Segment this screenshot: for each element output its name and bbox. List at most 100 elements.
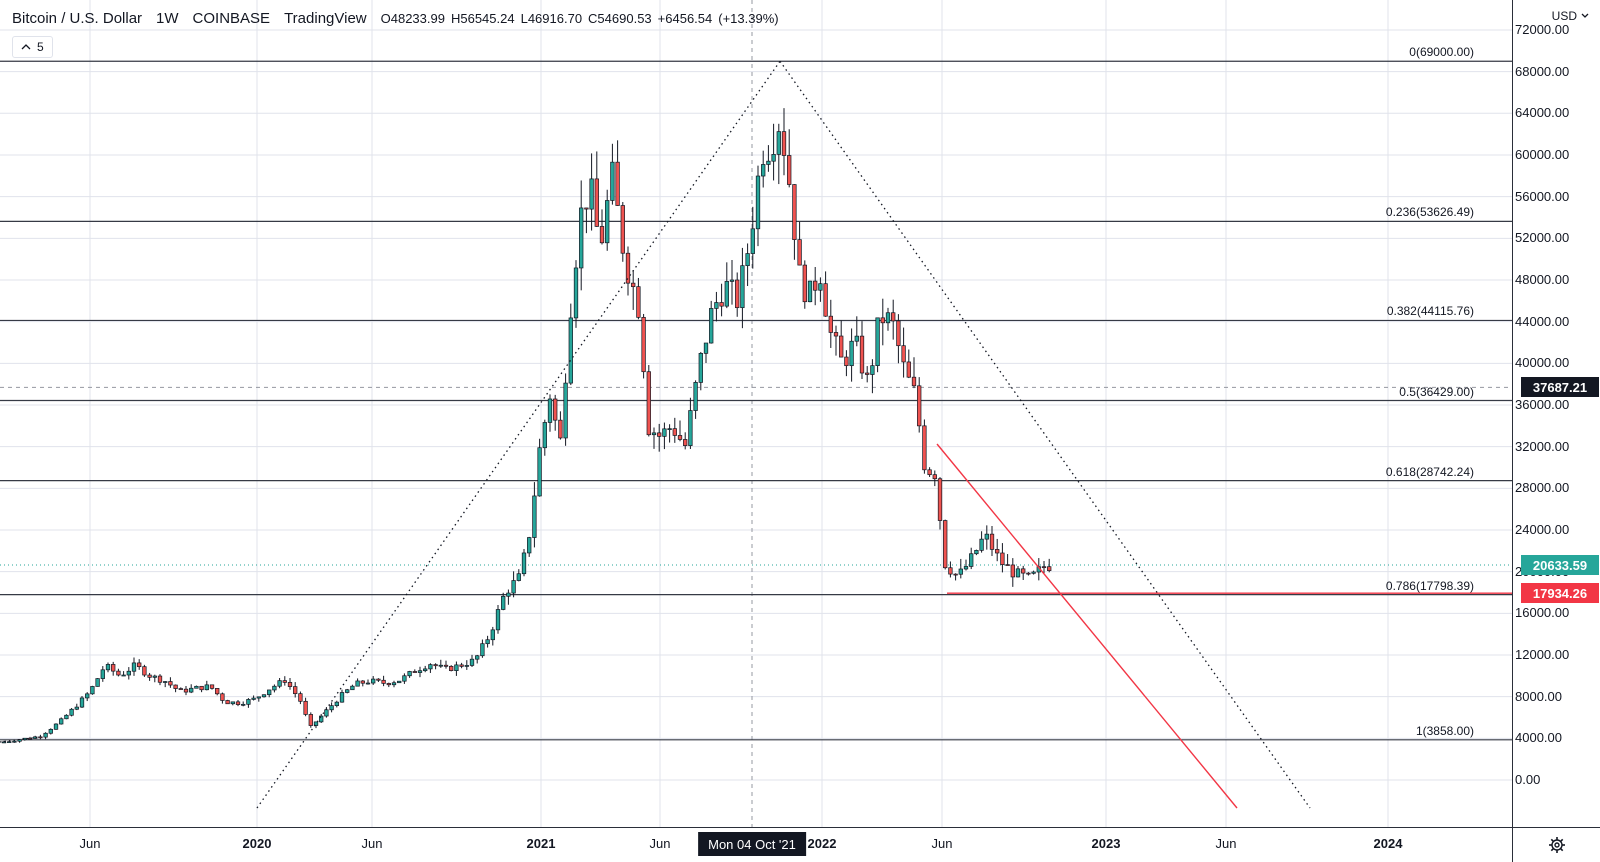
candle-body: [911, 376, 917, 387]
candle-body: [131, 662, 137, 672]
candle-body: [989, 533, 995, 550]
candle-body: [95, 678, 100, 687]
candle-body: [485, 639, 490, 645]
candle-body: [293, 686, 298, 695]
candle-body: [339, 692, 345, 703]
candle-body: [267, 689, 272, 696]
candle-body: [693, 382, 698, 411]
candle-body: [7, 741, 12, 744]
time-axis-label: Jun: [649, 836, 671, 851]
candle-body: [381, 679, 386, 684]
candle-body: [100, 669, 105, 679]
candle-body: [875, 317, 880, 366]
candle-body: [59, 718, 64, 725]
candle-body: [969, 553, 974, 567]
candle-body: [246, 699, 251, 705]
chart-settings-button[interactable]: [1512, 827, 1600, 862]
candle-body: [308, 714, 313, 726]
last-price-tag: 20633.59: [1521, 555, 1599, 576]
price-axis-label: 8000.00: [1515, 688, 1562, 704]
candle-body: [272, 685, 277, 691]
indicators-toggle[interactable]: 5: [12, 36, 53, 58]
price-axis-label: 68000.00: [1515, 63, 1570, 79]
candle-body: [157, 675, 163, 683]
price-axis-label: 44000.00: [1515, 313, 1570, 329]
time-scale[interactable]: Jun 2020 Jun 2021 Jun 2022 Jun 2023 Jun 2024 Mon …: [0, 827, 1512, 862]
candle-body: [922, 425, 927, 471]
candle-body: [220, 693, 225, 701]
time-axis-label: Jun: [931, 836, 953, 851]
price-axis-label: 0.00: [1515, 772, 1541, 787]
candle-body: [371, 678, 376, 684]
candle-body: [729, 279, 735, 282]
price-scale[interactable]: USD 72000.00 68000.00 64000.00 60000.00 5600…: [1512, 0, 1600, 827]
candle-body: [558, 419, 563, 439]
candle-body: [12, 740, 17, 743]
candle-body: [137, 662, 142, 668]
candle-body: [839, 335, 844, 358]
candle-body: [1031, 571, 1036, 574]
candle-body: [937, 478, 943, 521]
candle-body: [189, 687, 194, 693]
candle-body: [818, 283, 823, 291]
candle-body: [880, 317, 885, 324]
currency-selector[interactable]: USD: [1552, 9, 1589, 23]
candle-body: [927, 469, 932, 476]
candle-body: [501, 595, 506, 610]
candle-body: [121, 674, 126, 677]
candle-body: [573, 267, 579, 319]
candle-body: [241, 703, 246, 706]
price-axis-label: 4000.00: [1515, 730, 1562, 746]
candle-body: [776, 131, 781, 155]
chart-canvas[interactable]: [0, 0, 1512, 827]
candle-body: [641, 317, 646, 373]
price-axis-label: 52000.00: [1515, 230, 1570, 246]
data-source: TradingView: [284, 10, 367, 27]
symbol-name[interactable]: Bitcoin / U.S. Dollar: [12, 10, 143, 27]
candle-body: [891, 312, 896, 322]
candle-body: [750, 228, 755, 254]
interval[interactable]: 1W: [156, 10, 179, 27]
candle-body: [105, 664, 111, 671]
change-value: +6456.54: [657, 11, 713, 26]
candle-body: [402, 675, 407, 682]
exchange: COINBASE: [192, 10, 271, 27]
candle-body: [506, 592, 511, 597]
chart-pane[interactable]: Bitcoin / U.S. Dollar 1W COINBASE Tradin…: [0, 0, 1512, 827]
candle-body: [792, 184, 797, 240]
candle-body: [1, 741, 7, 744]
candle-body: [407, 671, 412, 677]
candle-body: [625, 252, 631, 284]
candle-body: [111, 664, 116, 672]
candle-body: [428, 664, 433, 670]
candle-body: [79, 697, 85, 708]
currency-label: USD: [1551, 9, 1577, 23]
candle-body: [521, 552, 527, 575]
time-axis-label: 2024: [1373, 836, 1403, 851]
price-axis-label: 72000.00: [1515, 21, 1570, 37]
candle-body: [563, 382, 568, 439]
candle-body: [329, 705, 334, 711]
candle-body: [277, 680, 282, 687]
ohlc-values: O48233.99 H56545.24 L46916.70 C54690.53 …: [381, 11, 779, 26]
candle-body: [142, 666, 147, 676]
price-axis-label: 28000.00: [1515, 480, 1570, 496]
time-axis-label: 2022: [807, 836, 837, 851]
candle-body: [355, 680, 360, 687]
candle-body: [797, 239, 802, 266]
open-value: O48233.99: [380, 11, 445, 26]
candle-body: [324, 709, 329, 717]
candle-body: [64, 714, 69, 720]
symbol-legend: Bitcoin / U.S. Dollar 1W COINBASE Tradin…: [12, 10, 779, 27]
candle-body: [423, 668, 428, 672]
candle-body: [480, 643, 485, 657]
candle-body: [282, 680, 287, 683]
candle-body: [849, 340, 854, 367]
candle-body: [1000, 552, 1005, 565]
red-descending-trendline: [936, 443, 1238, 809]
candle-body: [48, 728, 53, 734]
candle-body: [168, 681, 173, 686]
candle-body: [584, 207, 589, 210]
candle-body: [178, 688, 183, 690]
